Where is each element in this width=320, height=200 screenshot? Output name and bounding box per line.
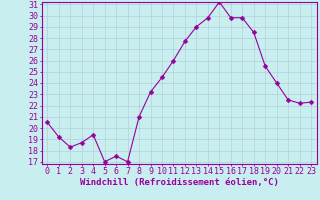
X-axis label: Windchill (Refroidissement éolien,°C): Windchill (Refroidissement éolien,°C) (80, 178, 279, 187)
